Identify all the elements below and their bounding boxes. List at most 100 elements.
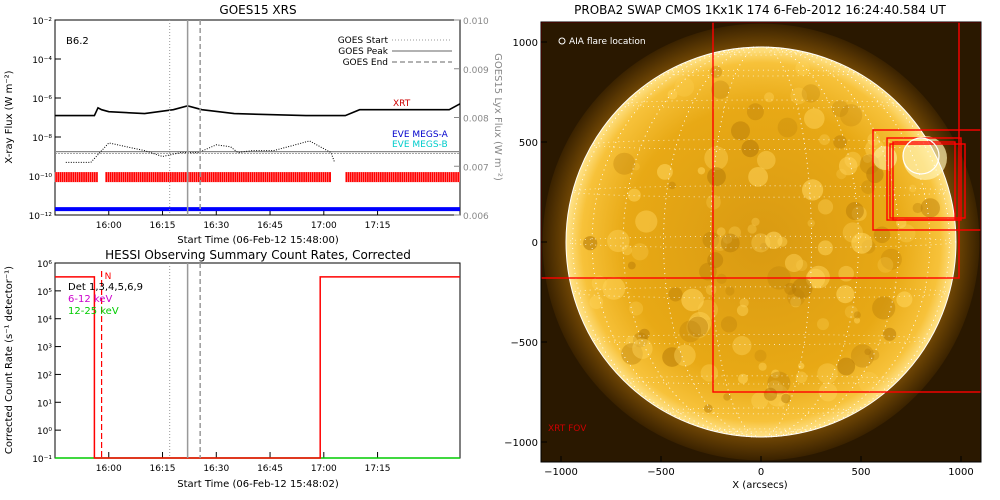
xrt-fov-rect xyxy=(872,129,981,231)
disk-blob xyxy=(712,236,728,251)
hessi-title: HESSI Observing Summary Count Rates, Cor… xyxy=(105,248,411,262)
disk-blob xyxy=(784,253,804,273)
disk-blob xyxy=(751,392,769,410)
disk-blob xyxy=(741,139,759,158)
disk-blob xyxy=(732,336,752,356)
grid-longitude xyxy=(622,46,900,438)
disk-blob xyxy=(631,243,649,261)
disk-blob xyxy=(723,393,731,401)
goes-title: GOES15 XRS xyxy=(219,3,296,17)
goes-xtick-label: 17:15 xyxy=(365,221,391,231)
disk-blob xyxy=(625,335,638,348)
xrt-fov-rect xyxy=(892,141,956,221)
swap-ytick-label: 500 xyxy=(519,138,538,149)
legend-goes-start: GOES Start xyxy=(338,36,389,46)
hessi-legend-6-12: 6-12 keV xyxy=(68,294,112,305)
hessi-xtick-label: 16:15 xyxy=(150,464,176,474)
disk-blob xyxy=(621,244,633,256)
grid-longitude xyxy=(591,46,931,438)
disk-blob xyxy=(710,65,723,78)
hessi-ytick-label: 10⁶ xyxy=(37,260,52,270)
hessi-xtick-label: 17:00 xyxy=(311,464,337,474)
active-region-glow xyxy=(873,146,897,170)
xrt-series-label: XRT xyxy=(393,99,411,109)
disk-blob xyxy=(679,320,702,343)
xrt-bar-segment xyxy=(345,172,460,183)
hessi-ytick-label: 10⁰ xyxy=(37,427,52,437)
disk-blob xyxy=(668,287,683,302)
goes-ytick-right-label: 0.006 xyxy=(463,212,489,222)
disk-blob xyxy=(831,100,849,117)
disk-blob xyxy=(589,295,604,310)
swap-x-axis: −1000 −500 0 500 1000 xyxy=(544,456,974,478)
disk-blob xyxy=(632,162,640,171)
goes-xrs-panel: GOES15 XRS 10⁻² 10⁻⁴ 10⁻⁶ 10⁻⁸ 10⁻¹⁰ 10⁻¹² 0.… xyxy=(4,3,503,246)
disk-blob xyxy=(819,134,830,146)
disk-blob xyxy=(707,167,726,187)
disk-blob xyxy=(817,240,833,256)
swap-xtick-label: 500 xyxy=(851,467,870,478)
disk-blob xyxy=(796,259,808,271)
hessi-ytick-label: 10⁻¹ xyxy=(32,455,52,465)
disk-blob xyxy=(836,168,847,180)
disk-blob xyxy=(908,184,917,193)
disk-blob xyxy=(627,261,636,270)
xrt-fov-rect xyxy=(889,143,966,219)
goes-y-right-axis: 0.010 0.009 0.008 0.007 0.006 xyxy=(454,17,489,222)
swap-ytick-label: −500 xyxy=(511,338,538,349)
aia-legend-label: AIA flare location xyxy=(569,37,646,47)
disk-blob xyxy=(867,133,880,146)
disk-blob xyxy=(790,296,802,308)
eve-megs-a-label: EVE MEGS-A xyxy=(392,130,449,140)
disk-blob xyxy=(861,180,876,195)
disk-blob xyxy=(777,117,798,138)
disk-blob xyxy=(607,229,630,253)
disk-blob xyxy=(613,152,636,175)
hessi-xlabel: Start Time (06-Feb-12 15:48:02) xyxy=(177,479,339,490)
disk-blob xyxy=(817,363,838,384)
goes-plot-frame xyxy=(54,19,461,216)
goes-y-axis: 10⁻² 10⁻⁴ 10⁻⁶ 10⁻⁸ 10⁻¹⁰ 10⁻¹² xyxy=(29,17,61,222)
swap-y-axis: 1000 500 0 −500 −1000 xyxy=(504,38,547,449)
goes-xtick-label: 17:00 xyxy=(311,221,337,231)
disk-blob xyxy=(704,146,729,171)
swap-xlabel: X (arcsecs) xyxy=(732,480,788,491)
swap-solar-disk xyxy=(566,47,956,437)
disk-blob xyxy=(880,248,902,270)
disk-blob xyxy=(872,296,896,320)
disk-blob xyxy=(731,121,750,141)
disk-blob xyxy=(850,344,875,368)
swap-xtick-label: 0 xyxy=(758,467,764,478)
disk-blob xyxy=(883,327,897,341)
disk-blob xyxy=(747,224,757,234)
swap-ytick-label: 0 xyxy=(532,238,538,249)
goes-xtick-label: 16:00 xyxy=(96,221,122,231)
goes-x-axis: 16:00 16:15 16:30 16:45 17:00 17:15 xyxy=(96,209,391,231)
disk-blob xyxy=(817,199,834,215)
swap-disk-texture xyxy=(583,61,947,413)
xrt-fov-rect xyxy=(541,22,960,279)
goes-ytick-label: 10⁻⁸ xyxy=(32,134,52,144)
hessi-y-axis: 10⁶ 10⁵ 10⁴ 10³ 10² 10¹ 10⁰ 10⁻¹ xyxy=(32,260,61,465)
disk-blob xyxy=(681,288,704,312)
disk-blob xyxy=(754,349,767,362)
goes-ylabel: X-ray Flux (W m⁻²) xyxy=(4,70,15,163)
disk-blob xyxy=(896,291,913,308)
aia-legend-icon xyxy=(558,37,566,45)
grid-longitude xyxy=(710,46,812,438)
disk-blob xyxy=(674,344,696,367)
disk-blob xyxy=(632,338,653,359)
disk-blob xyxy=(836,285,855,304)
goes-ytick-label: 10⁻⁶ xyxy=(32,95,52,105)
disk-blob xyxy=(787,288,806,307)
disk-blob xyxy=(635,210,658,233)
disk-blob xyxy=(629,301,644,316)
disk-blob xyxy=(757,150,776,170)
disk-blob xyxy=(627,188,641,202)
disk-blob xyxy=(707,252,724,269)
hessi-night-label: N xyxy=(105,272,112,282)
disk-blob xyxy=(668,181,676,190)
disk-blob xyxy=(639,328,650,340)
disk-blob xyxy=(771,369,780,379)
